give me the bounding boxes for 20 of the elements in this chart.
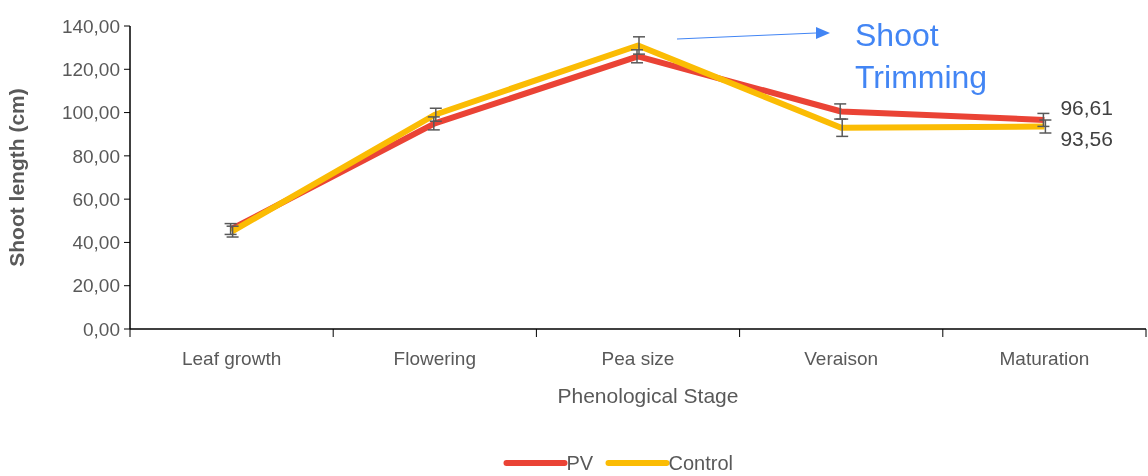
y-tick-label: 100,00 [61,102,120,124]
y-tick-label: 120,00 [61,58,120,80]
legend-label: PV [566,452,594,474]
x-axis-title: Phenological Stage [557,384,739,407]
x-tick-label: Veraison [804,348,879,369]
x-tick-label: Flowering [393,348,476,369]
y-tick-label: 40,00 [72,232,120,254]
y-tick-label: 0,00 [83,318,120,340]
y-tick-label: 60,00 [72,188,120,210]
y-tick-label: 20,00 [72,275,120,297]
y-tick-label: 140,00 [61,15,120,37]
x-tick-label: Maturation [999,348,1090,369]
legend-label: Control [668,452,733,474]
data-label: 93,56 [1060,126,1113,150]
x-tick-label: Leaf growth [181,348,282,369]
y-axis-title: Shoot length (cm) [5,88,28,267]
x-tick-label: Pea size [601,348,675,369]
y-tick-label: 80,00 [72,145,120,167]
annotation: Shoot Trimming [855,17,988,95]
data-label: 96,61 [1060,96,1113,120]
